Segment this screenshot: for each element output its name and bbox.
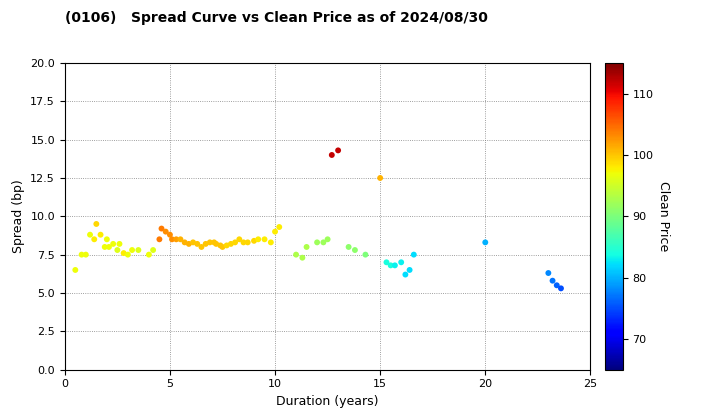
Point bbox=[349, 247, 361, 253]
Text: (0106)   Spread Curve vs Clean Price as of 2024/08/30: (0106) Spread Curve vs Clean Price as of… bbox=[65, 11, 487, 25]
Point bbox=[217, 244, 228, 250]
Point bbox=[221, 242, 233, 249]
Point bbox=[153, 236, 165, 243]
Point bbox=[107, 241, 119, 247]
Point bbox=[274, 224, 285, 231]
Y-axis label: Clean Price: Clean Price bbox=[657, 181, 670, 252]
Point bbox=[200, 241, 212, 247]
Point bbox=[265, 239, 276, 246]
Point bbox=[215, 242, 226, 249]
Point bbox=[132, 247, 144, 253]
Point bbox=[70, 267, 81, 273]
Point bbox=[233, 236, 245, 243]
Point bbox=[122, 251, 134, 258]
Point bbox=[166, 236, 178, 243]
Point bbox=[238, 239, 249, 246]
Point bbox=[89, 236, 100, 243]
Point bbox=[148, 247, 159, 253]
Point bbox=[143, 251, 155, 258]
Point bbox=[551, 282, 562, 289]
X-axis label: Duration (years): Duration (years) bbox=[276, 395, 379, 408]
Point bbox=[160, 228, 171, 235]
Point bbox=[80, 251, 91, 258]
Point bbox=[389, 262, 400, 269]
Point bbox=[381, 259, 392, 265]
Point bbox=[374, 175, 386, 181]
Point bbox=[101, 236, 112, 243]
Point bbox=[297, 255, 308, 261]
Y-axis label: Spread (bp): Spread (bp) bbox=[12, 179, 24, 253]
Point bbox=[99, 244, 110, 250]
Point bbox=[253, 236, 264, 243]
Point bbox=[230, 239, 241, 246]
Point bbox=[204, 239, 215, 246]
Point bbox=[404, 267, 415, 273]
Point bbox=[318, 239, 329, 246]
Point bbox=[179, 239, 190, 246]
Point bbox=[91, 220, 102, 227]
Point bbox=[112, 247, 123, 253]
Point bbox=[114, 241, 125, 247]
Point bbox=[311, 239, 323, 246]
Point bbox=[118, 250, 130, 257]
Point bbox=[408, 251, 420, 258]
Point bbox=[301, 244, 312, 250]
Point bbox=[171, 236, 182, 243]
Point bbox=[208, 239, 220, 246]
Point bbox=[164, 231, 176, 238]
Point bbox=[210, 241, 222, 247]
Point bbox=[290, 251, 302, 258]
Point bbox=[183, 241, 194, 247]
Point bbox=[326, 152, 338, 158]
Point bbox=[546, 277, 558, 284]
Point bbox=[196, 244, 207, 250]
Point bbox=[103, 244, 114, 250]
Point bbox=[322, 236, 333, 243]
Point bbox=[84, 231, 96, 238]
Point bbox=[258, 236, 270, 243]
Point bbox=[333, 147, 344, 154]
Point bbox=[543, 270, 554, 276]
Point bbox=[242, 239, 253, 246]
Point bbox=[385, 262, 397, 269]
Point bbox=[95, 231, 107, 238]
Point bbox=[225, 241, 237, 247]
Point bbox=[400, 271, 411, 278]
Point bbox=[343, 244, 354, 250]
Point bbox=[269, 228, 281, 235]
Point bbox=[395, 259, 407, 265]
Point bbox=[555, 285, 567, 292]
Point bbox=[360, 251, 372, 258]
Point bbox=[480, 239, 491, 246]
Point bbox=[248, 237, 260, 244]
Point bbox=[156, 225, 167, 232]
Point bbox=[126, 247, 138, 253]
Point bbox=[175, 236, 186, 243]
Point bbox=[76, 251, 87, 258]
Point bbox=[187, 239, 199, 246]
Point bbox=[192, 241, 203, 247]
